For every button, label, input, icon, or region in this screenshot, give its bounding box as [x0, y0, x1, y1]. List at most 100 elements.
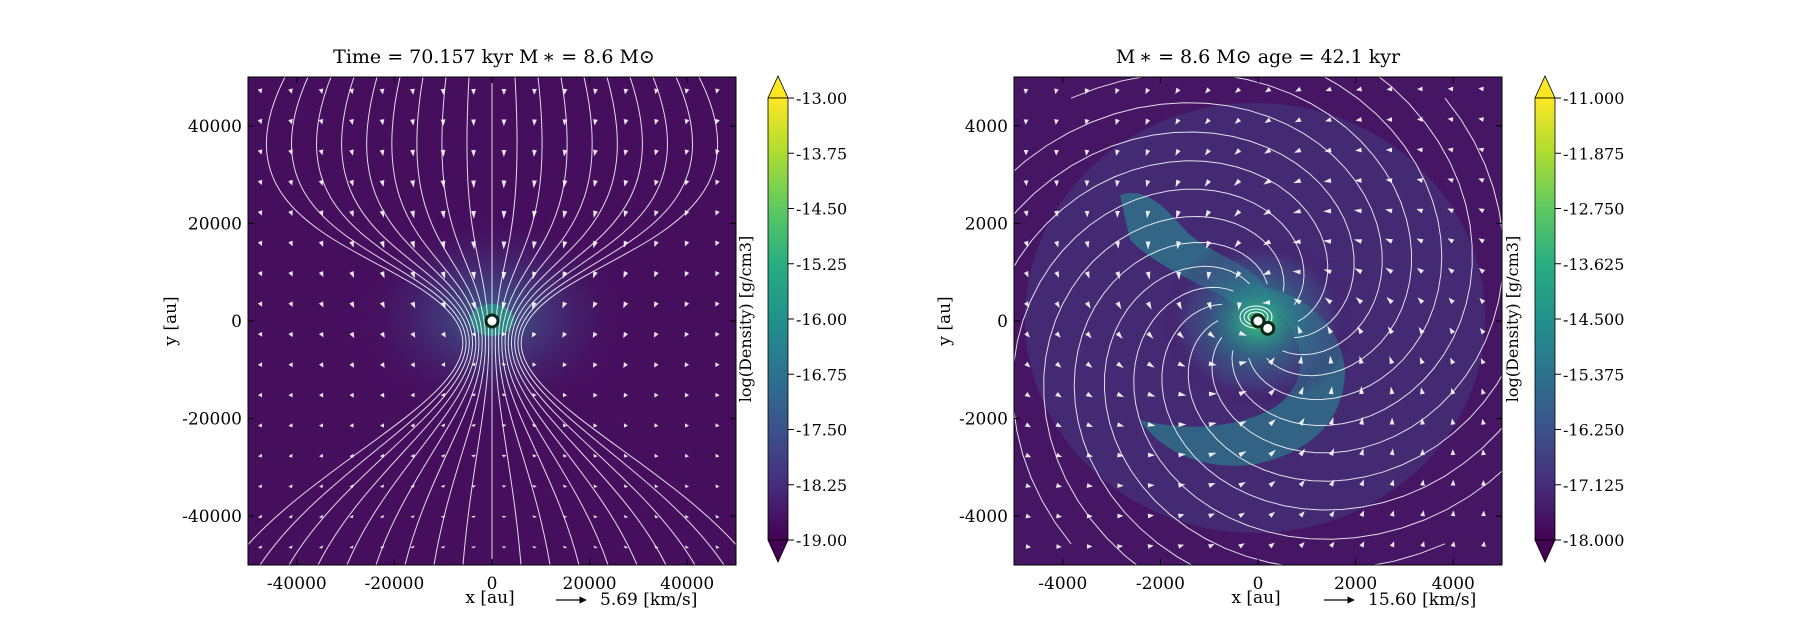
right-velocity-arrow — [1355, 117, 1362, 122]
right-velocity-arrow — [1238, 420, 1247, 427]
right-velocity-arrow — [1481, 541, 1486, 547]
right-colorbar-tick-label: -16.250 — [1563, 421, 1624, 440]
left-velocity-arrow — [440, 362, 446, 367]
left-velocity-arrow — [531, 301, 537, 309]
left-velocity-arrow — [532, 210, 537, 219]
right-velocity-arrow — [1054, 180, 1059, 187]
left-velocity-arrow — [562, 545, 568, 549]
left-velocity-arrow — [257, 484, 263, 488]
left-velocity-arrow — [562, 240, 568, 249]
right-velocity-arrow — [1416, 147, 1423, 153]
right-velocity-arrow — [1359, 479, 1364, 487]
right-velocity-arrow — [1359, 355, 1364, 365]
left-velocity-arrow — [532, 454, 537, 458]
left-velocity-arrow — [715, 514, 720, 519]
right-colorbar: -11.000 -11.875 -12.750 -13.625 -14.500 -15.3… — [1503, 75, 1624, 563]
left-velocity-arrow — [318, 149, 324, 156]
left-x-tick-label: 0 — [487, 574, 498, 594]
left-velocity-arrow — [653, 331, 659, 338]
right-colorbar-ticks: -11.000 -11.875 -12.750 -13.625 -14.500 -15.3… — [1555, 89, 1624, 550]
right-velocity-arrow — [1354, 268, 1363, 275]
left-streamline — [346, 77, 477, 565]
left-velocity-arrow — [288, 392, 293, 398]
left-velocity-arrow — [257, 118, 263, 125]
left-velocity-arrow — [532, 180, 537, 189]
right-velocity-arrow — [1386, 117, 1393, 122]
left-velocity-arrow — [684, 88, 690, 94]
right-velocity-arrow — [1478, 86, 1484, 92]
right-y-tick-label: 4000 — [965, 117, 1008, 137]
left-colorbar-tick-label: -16.75 — [796, 365, 847, 384]
left-velocity-arrow — [318, 453, 324, 458]
left-velocity-arrow — [562, 423, 568, 428]
right-velocity-arrow — [1447, 178, 1454, 183]
right-velocity-arrow — [1115, 88, 1120, 95]
left-velocity-arrow — [501, 485, 507, 488]
right-velocity-arrow — [1262, 300, 1271, 305]
left-velocity-arrow — [379, 88, 385, 95]
left-velocity-arrow — [257, 149, 263, 155]
left-velocity-arrow — [532, 241, 537, 250]
right-velocity-arrow — [1324, 297, 1333, 305]
right-velocity-arrow — [1298, 386, 1304, 395]
right-colorbar-tick-label: -17.125 — [1563, 476, 1624, 495]
left-velocity-arrow — [257, 514, 263, 519]
left-velocity-arrow — [531, 331, 537, 338]
right-velocity-arrow — [1389, 417, 1395, 425]
left-velocity-arrow — [501, 424, 507, 427]
left-velocity-arrow — [440, 301, 446, 309]
right-velocity-arrow — [1420, 387, 1425, 395]
left-velocity-arrow — [623, 271, 629, 279]
right-velocity-arrow — [1025, 483, 1032, 488]
right-velocity-arrow — [1054, 240, 1059, 248]
left-velocity-arrow — [501, 454, 507, 458]
left-velocity-arrow — [379, 119, 385, 126]
right-velocity-arrow — [1147, 544, 1154, 549]
right-velocity-arrow — [1389, 479, 1395, 487]
right-velocity-arrow — [1480, 327, 1486, 335]
right-velocity-arrow — [1204, 179, 1211, 187]
right-velocity-arrow — [1147, 513, 1155, 519]
left-velocity-arrow — [440, 331, 446, 338]
left-velocity-arrow — [623, 88, 629, 95]
right-velocity-arrow — [1206, 240, 1212, 249]
left-velocity-arrow — [684, 118, 690, 125]
right-velocity-arrow — [1237, 302, 1242, 311]
right-velocity-arrow — [1328, 416, 1334, 426]
left-velocity-arrow — [684, 545, 690, 549]
left-velocity-arrow — [471, 362, 476, 367]
right-velocity-arrow — [1417, 86, 1423, 92]
left-streamline — [375, 77, 480, 565]
left-velocity-arrow — [471, 393, 476, 397]
left-velocity-arrow — [654, 423, 659, 428]
right-panel-title: M ∗ = 8.6 M⊙ age = 42.1 kyr — [1116, 46, 1401, 68]
right-velocity-arrow — [1478, 268, 1486, 274]
right-velocity-arrow — [1481, 449, 1486, 456]
left-velocity-arrow — [501, 302, 507, 311]
right-velocity-arrow — [1024, 422, 1032, 428]
right-velocity-arrow — [1420, 417, 1425, 425]
right-velocity-arrow — [1329, 541, 1335, 548]
right-velocity-arrow — [1115, 241, 1120, 249]
left-streamline — [498, 77, 551, 565]
right-velocity-arrow — [1054, 361, 1062, 368]
left-velocity-arrow — [440, 241, 446, 250]
right-velocity-arrow — [1389, 355, 1395, 365]
left-velocity-arrow — [593, 179, 598, 188]
right-velocity-arrow — [1420, 510, 1425, 517]
left-velocity-arrow — [318, 392, 324, 398]
right-sink-marker — [1250, 313, 1266, 329]
right-velocity-arrow — [1324, 147, 1332, 153]
right-streamline — [1211, 97, 1502, 454]
left-velocity-arrow — [593, 240, 598, 249]
left-velocity-arrow — [257, 362, 263, 368]
left-velocity-arrow — [440, 484, 446, 488]
left-velocity-arrow — [501, 393, 507, 397]
right-velocity-arrow — [1147, 422, 1156, 427]
right-velocity-arrow — [1234, 148, 1242, 155]
right-velocity-arrow — [1208, 391, 1217, 397]
left-velocity-arrow — [288, 270, 293, 277]
right-velocity-arrow — [1385, 208, 1393, 214]
right-velocity-arrow — [1447, 267, 1455, 274]
right-velocity-arrow — [1355, 147, 1362, 153]
